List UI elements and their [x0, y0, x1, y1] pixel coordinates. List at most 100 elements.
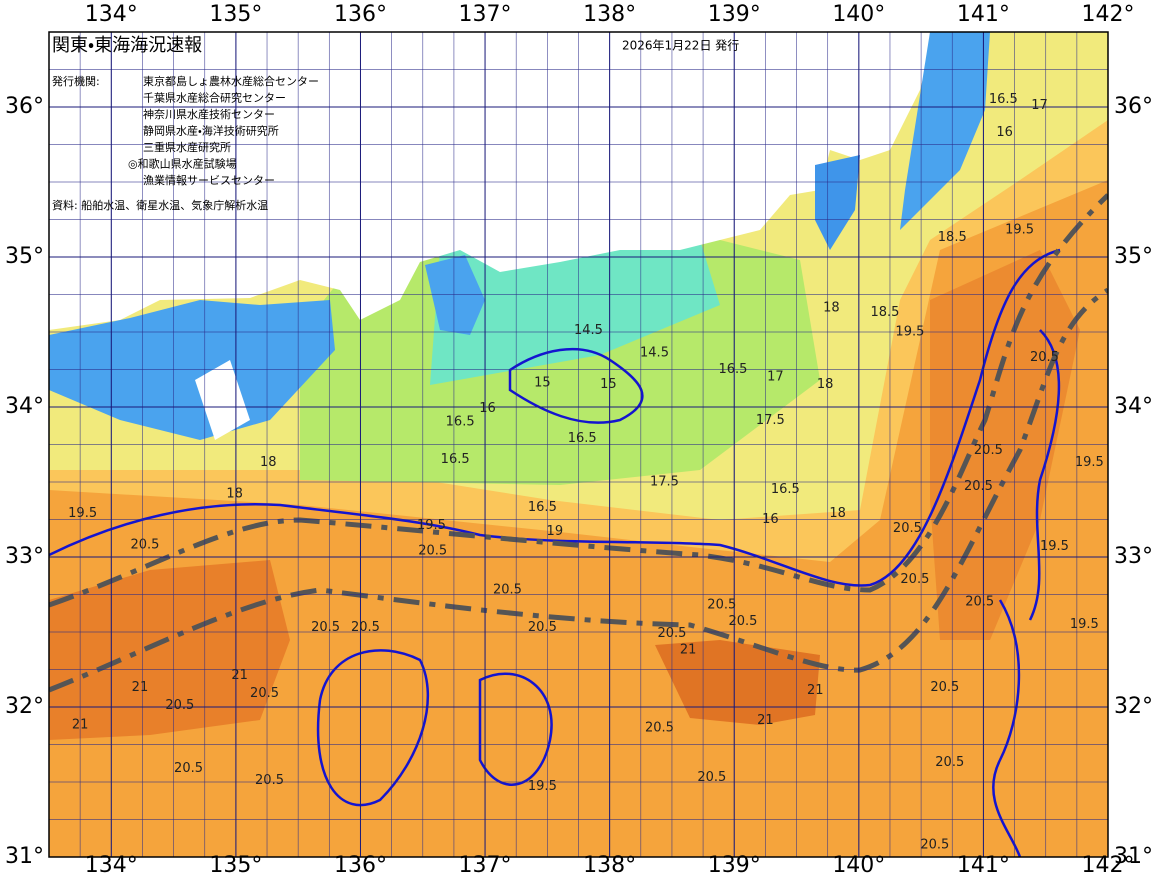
lon-label-top: 134°	[85, 2, 138, 27]
kuroshio-axis	[49, 193, 1108, 693]
contour-label: 19.5	[528, 779, 557, 794]
contour-label: 18	[823, 301, 840, 316]
contour-label: 21	[132, 680, 149, 695]
contour-label: 20.5	[728, 614, 757, 629]
contour-line	[49, 248, 1061, 587]
lon-label-top: 142°	[1082, 2, 1135, 27]
lon-label-bottom: 136°	[334, 853, 387, 878]
contour-label: 20.5	[697, 770, 726, 785]
contour-label: 20.5	[974, 443, 1003, 458]
lon-label-top: 141°	[957, 2, 1010, 27]
contour-label: 20.5	[311, 620, 340, 635]
current-edge	[49, 193, 1108, 608]
lon-label-bottom: 140°	[832, 853, 885, 878]
contour-label: 19.5	[417, 518, 446, 533]
contour-label: 14.5	[640, 346, 669, 361]
lon-label-top: 139°	[708, 2, 761, 27]
contour-label: 19.5	[68, 506, 97, 521]
contour-label: 19.5	[1005, 223, 1034, 238]
agency: 漁業情報サービスセンター	[143, 173, 275, 187]
lon-label-bottom: 139°	[708, 853, 761, 878]
contour-label: 21	[807, 683, 824, 698]
axis-labels: 134° 134° 135° 135° 136° 136° 137° 137° 138° 138°…	[5, 2, 1153, 878]
lon-label-bottom: 135°	[209, 853, 262, 878]
contour-label: 20.5	[250, 686, 279, 701]
contour-label: 20.5	[964, 479, 993, 494]
ise-bay	[425, 255, 485, 335]
contour-label: 15	[534, 376, 551, 391]
agencies: 東京都島しょ農林水産総合センター千葉県水産総合研究センター神奈川県水産技術センタ…	[128, 74, 319, 187]
agency: 静岡県水産・海洋技術研究所	[143, 124, 279, 138]
agency: 神奈川県水産技術センター	[143, 107, 275, 121]
contour-label: 18.5	[871, 305, 900, 320]
map-title: 関東・東海海況速報	[52, 35, 202, 56]
current-edge	[49, 287, 1108, 693]
contour-label: 20.5	[893, 521, 922, 536]
contour-label: 16.5	[568, 431, 597, 446]
contour-label: 20.5	[255, 773, 284, 788]
lon-label-bottom: 137°	[459, 853, 512, 878]
contour-label: 20.5	[657, 626, 686, 641]
contour-label: 16.5	[989, 92, 1018, 107]
contour-label: 20.5	[645, 721, 674, 736]
contour-line	[992, 599, 1022, 857]
contour-label: 17	[1031, 98, 1048, 113]
contour-label: 21	[757, 713, 774, 728]
contour-labels: 16.5 17 16 18.5 19.5 18 18.5 19.5 18 17.5 17 16.5 16…	[68, 92, 1104, 853]
contour-label: 21	[680, 643, 697, 658]
lon-label-bottom: 138°	[583, 853, 636, 878]
lat-label-right: 35°	[1114, 244, 1153, 269]
contour-label: 19.5	[1070, 617, 1099, 632]
contour-label: 16.5	[528, 500, 557, 515]
contour-label: 18	[226, 487, 243, 502]
contour-label: 21	[72, 718, 89, 733]
lat-label-right: 36°	[1114, 94, 1153, 119]
warm-core	[655, 640, 820, 725]
lat-label-right: 34°	[1114, 394, 1153, 419]
contour-label: 16.5	[446, 415, 475, 430]
source-note: 資料: 船舶水温、衛星水温、気象庁解析水温	[52, 198, 268, 212]
lat-label-left: 32°	[5, 694, 44, 719]
contour-label: 20.5	[528, 620, 557, 635]
contour-label: 20.5	[930, 680, 959, 695]
agencies-label: 発行機関:	[52, 74, 100, 88]
contour-label: 21	[231, 668, 248, 683]
lon-label-bottom: 141°	[957, 853, 1010, 878]
inland-sea	[49, 300, 335, 440]
coastal-cold-water	[900, 32, 990, 230]
contour-label: 17.5	[650, 475, 679, 490]
contour-label: 20.5	[493, 583, 522, 598]
contour-label: 20.5	[965, 595, 994, 610]
contour-label: 20.5	[165, 698, 194, 713]
contour-label: 16	[479, 401, 496, 416]
contour-label: 20.5	[418, 544, 447, 559]
lon-label-top: 136°	[334, 2, 387, 27]
contour-label: 19.5	[1075, 455, 1104, 470]
contour-label: 17	[767, 370, 784, 385]
agency: 東京都島しょ農林水産総合センター	[143, 74, 319, 88]
lat-label-left: 33°	[5, 544, 44, 569]
map-layers: 16.5 17 16 18.5 19.5 18 18.5 19.5 18 17.5 17 16.5 16…	[49, 32, 1108, 857]
contour-label: 18.5	[938, 230, 967, 245]
contour-line	[508, 347, 644, 424]
warm-core	[930, 250, 1080, 640]
tokyo-bay	[815, 155, 860, 250]
colder-water	[430, 240, 720, 385]
contour-label: 20.5	[130, 538, 159, 553]
contour-label: 18	[817, 377, 834, 392]
contour-label: 16.5	[771, 482, 800, 497]
contour-label: 20.5	[351, 620, 380, 635]
contour-label: 19	[547, 524, 564, 539]
lon-label-top: 137°	[459, 2, 512, 27]
agency: 三重県水産研究所	[143, 140, 231, 154]
contour-line	[478, 672, 553, 786]
contour-label: 20.5	[900, 572, 929, 587]
contour-label: 20.5	[935, 755, 964, 770]
lat-label-right: 32°	[1114, 694, 1153, 719]
lat-label-left: 36°	[5, 94, 44, 119]
contour-line	[1028, 329, 1061, 621]
contour-label: 14.5	[574, 323, 603, 338]
lon-label-top: 140°	[832, 2, 885, 27]
issue-date: 2026年1月22日 発行	[622, 39, 739, 53]
